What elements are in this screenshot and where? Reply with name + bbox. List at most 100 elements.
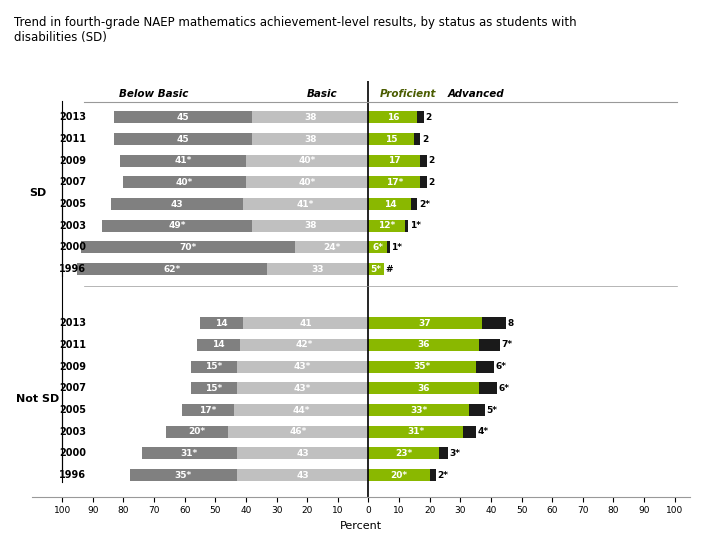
Text: 2000: 2000 <box>59 448 86 459</box>
Text: 17*: 17* <box>386 178 403 187</box>
Text: 2013: 2013 <box>59 318 86 328</box>
Bar <box>191 382 237 394</box>
Text: 62*: 62* <box>164 265 181 274</box>
Text: 36: 36 <box>417 384 430 393</box>
Text: 20*: 20* <box>188 427 205 436</box>
Bar <box>482 317 506 329</box>
Text: 2005: 2005 <box>59 199 86 209</box>
Text: 36: 36 <box>417 341 430 349</box>
Text: 35*: 35* <box>175 471 192 479</box>
Bar <box>369 361 476 372</box>
Bar <box>405 220 408 232</box>
Text: 1*: 1* <box>391 243 403 252</box>
Text: 37: 37 <box>419 319 431 328</box>
Text: 31*: 31* <box>180 449 198 458</box>
Text: 43: 43 <box>296 449 309 458</box>
Text: SD: SD <box>29 188 47 198</box>
Bar <box>243 198 369 210</box>
Text: 5*: 5* <box>371 265 381 274</box>
Text: 2011: 2011 <box>59 134 86 144</box>
Text: 2009: 2009 <box>59 156 86 166</box>
Bar <box>200 317 243 329</box>
Text: 2011: 2011 <box>59 340 86 350</box>
Bar <box>295 241 369 253</box>
Text: 4*: 4* <box>477 427 489 436</box>
Text: 2003: 2003 <box>59 221 86 231</box>
Text: 46*: 46* <box>289 427 307 436</box>
Text: 2: 2 <box>422 134 428 144</box>
Bar <box>142 447 237 459</box>
Text: 6*: 6* <box>498 384 510 393</box>
Bar <box>369 447 439 459</box>
Text: 2013: 2013 <box>59 112 86 122</box>
Text: 42*: 42* <box>295 341 313 349</box>
Bar <box>369 469 429 481</box>
Text: Proficient: Proficient <box>380 88 436 98</box>
Bar <box>252 133 369 145</box>
Bar <box>114 133 252 145</box>
Bar <box>228 426 369 438</box>
Bar <box>463 426 476 438</box>
Text: 31*: 31* <box>407 427 424 436</box>
Bar <box>411 198 417 210</box>
Text: 14: 14 <box>215 319 228 328</box>
Text: 12*: 12* <box>378 221 396 230</box>
Text: 2*: 2* <box>419 200 430 209</box>
Text: Advanced: Advanced <box>447 88 504 98</box>
Text: 38: 38 <box>304 113 317 122</box>
Bar <box>420 155 427 167</box>
Bar <box>369 133 415 145</box>
Bar <box>197 339 240 351</box>
Text: 17: 17 <box>388 156 400 165</box>
Bar <box>369 404 470 416</box>
Text: #: # <box>385 265 393 274</box>
Text: 8: 8 <box>508 319 514 328</box>
Text: Basic: Basic <box>307 88 338 98</box>
Text: 1996: 1996 <box>59 264 86 274</box>
Text: 24*: 24* <box>323 243 341 252</box>
Text: 41*: 41* <box>297 200 314 209</box>
Bar <box>267 263 369 275</box>
Bar <box>417 111 424 123</box>
Text: 6*: 6* <box>496 362 506 371</box>
Text: 7*: 7* <box>502 341 513 349</box>
Text: 3*: 3* <box>450 449 460 458</box>
Bar <box>470 404 485 416</box>
Text: 14: 14 <box>212 341 225 349</box>
Bar <box>237 469 369 481</box>
Text: 2: 2 <box>425 113 431 122</box>
Bar <box>369 317 482 329</box>
Text: 6*: 6* <box>372 243 383 252</box>
Bar <box>237 447 369 459</box>
Bar <box>369 111 417 123</box>
Text: 14: 14 <box>384 200 396 209</box>
Bar <box>246 176 369 188</box>
Bar <box>369 382 479 394</box>
Text: Not SD: Not SD <box>16 394 59 404</box>
Text: 33*: 33* <box>410 406 428 414</box>
Bar <box>80 241 295 253</box>
Bar <box>114 111 252 123</box>
Bar <box>102 220 252 232</box>
Text: 2009: 2009 <box>59 361 86 372</box>
Text: 35*: 35* <box>413 362 431 371</box>
Bar <box>420 176 427 188</box>
Text: 20*: 20* <box>391 471 407 479</box>
Bar <box>252 111 369 123</box>
Bar <box>369 339 479 351</box>
Text: 40*: 40* <box>298 156 316 165</box>
Text: 15*: 15* <box>205 362 222 371</box>
Text: 2007: 2007 <box>59 177 86 187</box>
Bar <box>369 426 463 438</box>
Bar <box>369 176 420 188</box>
Text: 41*: 41* <box>174 156 192 165</box>
Text: 1996: 1996 <box>59 470 86 480</box>
Text: 43: 43 <box>171 200 183 209</box>
Bar <box>130 469 237 481</box>
Bar <box>479 382 497 394</box>
Bar <box>369 220 405 232</box>
Bar <box>240 339 369 351</box>
Bar <box>182 404 233 416</box>
Bar <box>123 176 246 188</box>
Bar <box>237 361 369 372</box>
